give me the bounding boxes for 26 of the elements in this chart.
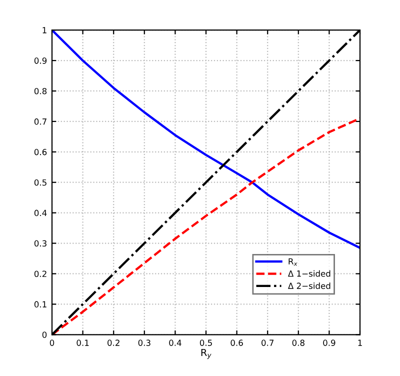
x-tick-label: 0.4 <box>169 340 182 346</box>
x-tick-label: 0.5 <box>200 340 212 346</box>
y-tick-label: 0.8 <box>34 88 47 94</box>
legend-label: Δ 1−sided <box>288 270 330 277</box>
y-tick-label: 0.3 <box>34 240 46 247</box>
x-tick-label: 0.6 <box>230 340 243 346</box>
x-tick-label: 0.1 <box>76 340 89 346</box>
y-tick-label: 0.4 <box>34 210 47 216</box>
legend-label: R$_{x}$ <box>288 258 298 266</box>
x-tick-label: 0.7 <box>262 340 274 346</box>
x-tick-label: 0.3 <box>138 340 150 346</box>
y-tick-label: 0.9 <box>34 58 47 64</box>
x-tick-label: 0 <box>50 340 54 346</box>
x-tick-label: 0.9 <box>323 340 336 346</box>
x-tick-label: 0.2 <box>108 340 120 346</box>
y-tick-label: 0.5 <box>34 179 46 186</box>
y-tick-label: 0.7 <box>34 118 46 125</box>
x-axis-title: R$_{y}$ <box>201 348 212 360</box>
x-tick-label: 0.8 <box>292 340 304 346</box>
y-tick-label: 1 <box>42 27 46 34</box>
x-tick-label: 1 <box>358 340 362 346</box>
y-tick-label: 0.6 <box>34 148 47 156</box>
y-tick-label: 0 <box>42 332 47 338</box>
y-tick-label: 0.1 <box>34 301 46 308</box>
y-tick-label: 0.2 <box>34 270 46 278</box>
legend-label: Δ 2−sided <box>288 282 330 289</box>
